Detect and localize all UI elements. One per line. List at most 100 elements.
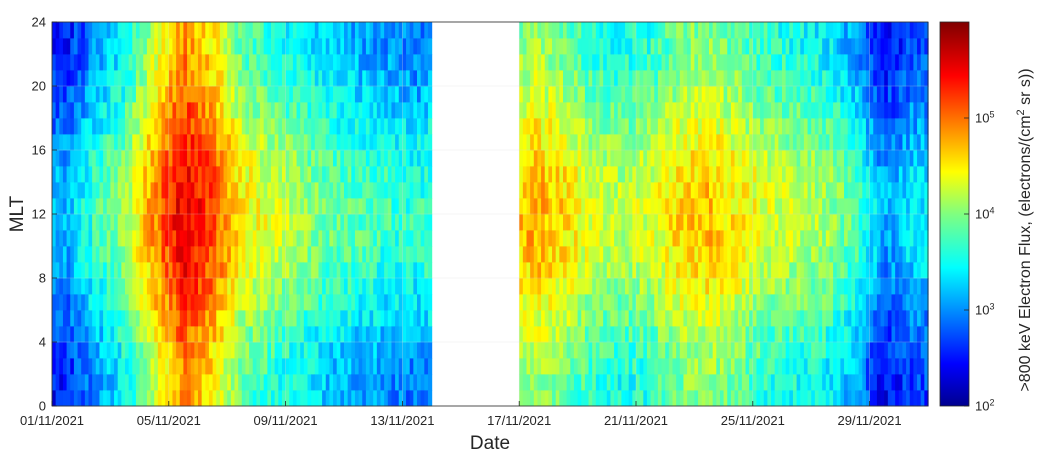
heat-cell [365,182,371,199]
heat-cell [661,182,666,199]
heat-cell [548,390,553,407]
heat-cell [387,262,393,279]
heat-cell [125,166,130,183]
heat-cell [146,342,152,359]
heat-cell [311,182,316,199]
heat-cell [271,278,276,295]
heat-cell [745,390,750,407]
heat-cell [150,326,155,343]
heat-cell [256,150,261,167]
heat-cell [621,294,626,311]
heat-cell [639,358,644,375]
heat-cell [548,374,553,391]
heat-cell [760,278,765,295]
heat-cell [891,294,896,311]
heat-cell [844,102,849,119]
heat-cell [632,150,637,167]
heat-cell [522,22,528,39]
heat-cell [223,166,228,183]
heat-cell [154,390,159,407]
heat-cell [599,118,604,135]
heat-cell [329,358,334,375]
heat-cell [70,374,75,391]
heat-cell [205,86,210,103]
heat-cell [194,326,199,343]
heat-cell [427,134,433,151]
heat-cell [157,246,163,263]
heat-cell [668,198,674,215]
heat-cell [789,262,794,279]
heat-cell [610,150,615,167]
heat-cell [679,70,685,87]
heat-cell [154,310,159,327]
heat-cell [595,118,601,135]
heat-cell [782,278,787,295]
heat-cell [172,102,177,119]
heat-cell [873,310,878,327]
heat-cell [292,230,298,247]
heat-cell [537,326,542,343]
heat-cell [581,102,586,119]
heat-cell [796,230,801,247]
heat-cell [855,358,860,375]
heat-cell [847,166,852,183]
heat-cell [595,54,601,71]
heat-cell [154,246,159,263]
heat-cell [292,134,298,151]
heat-cell [420,22,425,39]
heat-cell [380,278,385,295]
heat-cell [143,230,148,247]
heat-cell [741,198,747,215]
heat-cell [679,262,685,279]
heat-cell [555,230,560,247]
heat-cell [300,326,305,343]
heat-cell [665,118,670,135]
heat-cell [146,326,152,343]
heat-cell [548,310,553,327]
heat-cell [84,198,90,215]
heat-cell [687,246,692,263]
heat-cell [730,38,736,55]
heat-cell [238,70,243,87]
heat-cell [391,230,396,247]
heat-cell [555,278,560,295]
heat-cell [234,358,239,375]
heat-cell [639,54,644,71]
heat-cell [267,38,272,55]
heat-cell [311,38,316,55]
heat-cell [219,310,225,327]
heat-cell [533,326,539,343]
heat-cell [384,374,389,391]
heat-cell [121,118,126,135]
heat-cell [66,54,71,71]
heat-cell [307,38,312,55]
heat-cell [146,310,152,327]
heat-cell [687,134,692,151]
heat-cell [300,294,305,311]
heat-cell [314,358,320,375]
heat-cell [792,182,798,199]
heat-cell [698,22,703,39]
heat-cell [103,262,108,279]
heat-cell [654,246,659,263]
heat-cell [847,54,852,71]
heat-cell [307,166,312,183]
heat-cell [709,166,714,183]
heat-cell [814,70,820,87]
heat-cell [862,150,867,167]
heat-cell [782,358,787,375]
heat-cell [117,294,122,311]
heat-cell [110,294,115,311]
heat-cell [398,294,403,311]
heat-cell [577,294,582,311]
heat-cell [610,262,615,279]
heat-cell [300,214,305,231]
heat-cell [552,390,557,407]
heat-cell [252,310,257,327]
heat-cell [161,262,166,279]
heat-cell [698,134,703,151]
heat-cell [836,278,841,295]
heat-cell [256,326,261,343]
heat-cell [92,22,97,39]
heat-cell [362,358,367,375]
